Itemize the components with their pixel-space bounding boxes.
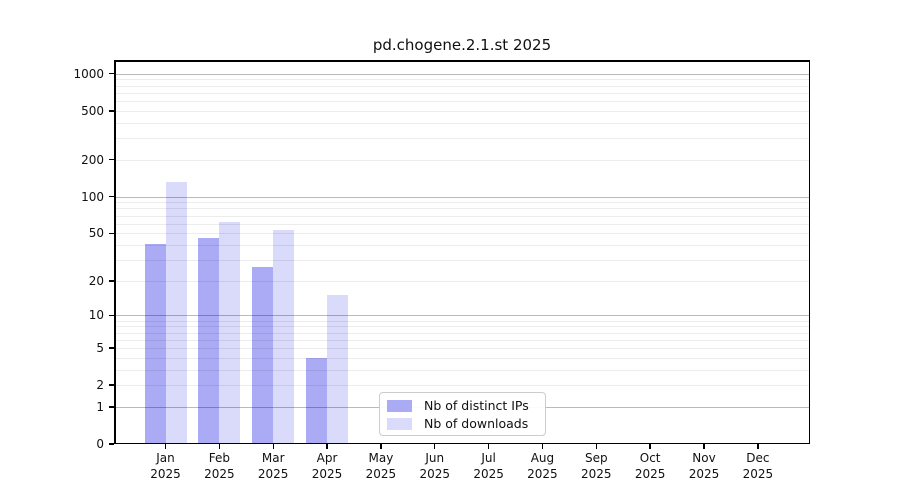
gridline — [114, 280, 810, 282]
gridline — [114, 138, 810, 140]
x-tick-mark — [487, 444, 490, 449]
y-tick-mark — [109, 159, 114, 161]
x-tick-mark — [272, 444, 274, 449]
y-tick-mark — [109, 347, 114, 349]
y-tick-label: 1 — [96, 399, 104, 414]
legend-item: Nb of distinct IPs — [387, 398, 537, 413]
legend-swatch — [387, 399, 412, 412]
y-tick-label: 500 — [81, 103, 104, 118]
x-tick-label: Jun 2025 — [419, 451, 451, 481]
x-tick-mark — [380, 444, 382, 449]
bar-downloads — [327, 295, 349, 444]
legend-item: Nb of downloads — [387, 416, 537, 431]
spine-top — [114, 60, 810, 62]
x-tick-label: Apr 2025 — [311, 451, 343, 481]
gridline — [114, 326, 810, 328]
y-tick-mark — [109, 195, 114, 198]
bar-downloads — [165, 181, 187, 444]
chart-title: pd.chogene.2.1.st 2025 — [372, 36, 552, 54]
x-tick-mark — [649, 444, 651, 449]
legend-label: Nb of distinct IPs — [424, 398, 529, 413]
x-tick-label: Nov 2025 — [688, 451, 720, 481]
gridline — [114, 101, 810, 103]
gridline — [114, 73, 810, 75]
y-tick-label: 200 — [81, 152, 104, 167]
bar-distinct-ips — [252, 267, 274, 444]
legend-label: Nb of downloads — [424, 416, 529, 431]
bar-downloads — [219, 221, 241, 444]
x-tick-mark — [434, 444, 436, 449]
x-tick-label: Feb 2025 — [204, 451, 235, 481]
y-tick-mark — [109, 73, 114, 75]
y-tick-mark — [109, 406, 114, 408]
x-tick-label: Mar 2025 — [257, 451, 289, 481]
y-tick-mark — [109, 280, 114, 282]
x-tick-mark — [326, 444, 328, 449]
y-tick-label: 5 — [96, 340, 104, 355]
x-tick-mark — [164, 444, 167, 449]
gridline — [114, 320, 810, 322]
gridline — [114, 208, 810, 210]
y-tick-mark — [109, 384, 114, 386]
y-tick-label: 100 — [81, 189, 104, 204]
gridline — [114, 347, 810, 349]
y-tick-mark — [109, 232, 114, 234]
x-tick-mark — [757, 444, 759, 449]
y-tick-label: 2 — [96, 378, 104, 393]
gridline — [114, 233, 810, 235]
x-tick-label: Jul 2025 — [473, 451, 504, 481]
bar-downloads — [273, 230, 295, 444]
gridline — [114, 332, 810, 334]
x-tick-label: Jan 2025 — [150, 451, 181, 481]
y-tick-label: 50 — [88, 226, 104, 241]
gridline — [114, 215, 810, 217]
bar-distinct-ips — [198, 237, 220, 444]
gridline — [114, 357, 810, 359]
plot-area — [114, 60, 810, 444]
y-tick-mark — [109, 314, 114, 317]
gridline — [114, 92, 810, 94]
x-tick-label: Sep 2025 — [581, 451, 612, 481]
gridline — [114, 244, 810, 246]
gridline — [114, 315, 810, 317]
x-tick-mark — [541, 444, 544, 449]
x-tick-mark — [703, 444, 705, 449]
x-tick-mark — [595, 444, 597, 449]
x-tick-label: May 2025 — [365, 451, 397, 481]
y-tick-label: 10 — [88, 308, 104, 323]
bar-distinct-ips — [144, 243, 166, 444]
gridline — [114, 339, 810, 341]
gridline — [114, 85, 810, 87]
bar-distinct-ips — [306, 357, 328, 444]
gridline — [114, 110, 810, 112]
y-tick-label: 0 — [96, 437, 104, 451]
gridline — [114, 385, 810, 387]
gridline — [114, 159, 810, 161]
spine-left — [114, 60, 116, 444]
gridline — [114, 196, 810, 198]
y-tick-label: 1000 — [73, 66, 104, 81]
spine-right — [808, 60, 810, 444]
legend-swatch — [387, 417, 412, 430]
x-tick-label: Oct 2025 — [634, 451, 666, 481]
gridline — [114, 79, 810, 81]
x-tick-label: Dec 2025 — [742, 451, 774, 481]
gridline — [114, 202, 810, 204]
y-tick-mark — [109, 110, 114, 112]
x-tick-mark — [218, 444, 221, 449]
legend: Nb of distinct IPs Nb of downloads — [379, 392, 546, 436]
y-tick-mark — [109, 443, 114, 445]
gridline — [114, 369, 810, 371]
gridline — [114, 223, 810, 225]
spine-bottom — [114, 442, 810, 444]
gridline — [114, 259, 810, 261]
gridline — [114, 122, 810, 124]
x-tick-label: Aug 2025 — [527, 451, 558, 481]
y-tick-label: 20 — [88, 273, 104, 288]
